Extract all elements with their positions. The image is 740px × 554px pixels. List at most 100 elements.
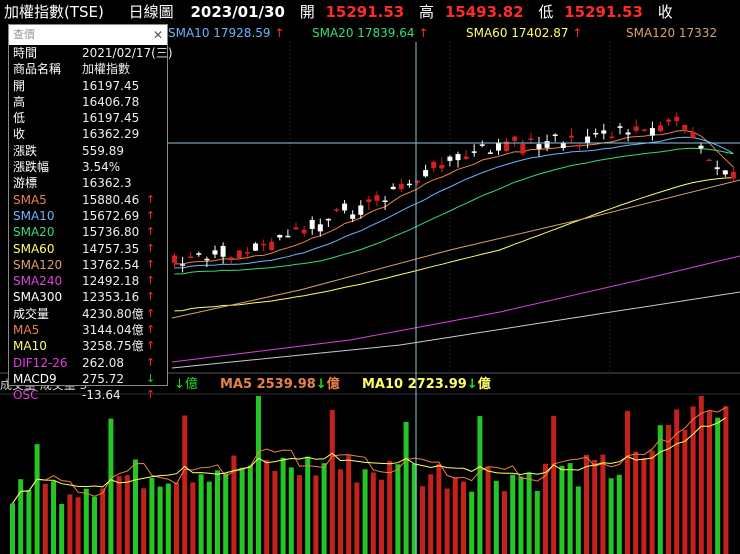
volume-bar — [477, 416, 483, 554]
low-label: 低 — [538, 3, 554, 21]
candle-body — [269, 241, 275, 251]
chart-period[interactable]: 日線圖 — [128, 3, 174, 21]
volume-bars — [10, 396, 729, 554]
close-icon[interactable]: ✕ — [152, 28, 163, 42]
arrow-up-icon: ↑ — [146, 208, 156, 222]
quote-row-label: 成交量 — [13, 306, 50, 321]
candle-body — [504, 141, 510, 152]
arrow-up-icon: ↑ — [146, 225, 156, 239]
volume-bar — [305, 456, 311, 554]
quote-row-value: 14757.35 — [82, 241, 140, 256]
quote-row: 高 16406.78 — [9, 94, 167, 110]
volume-bar — [42, 483, 48, 554]
quote-panel-header[interactable]: 查價 ✕ — [9, 25, 167, 45]
volume-bar — [190, 482, 196, 554]
volume-bar — [297, 475, 302, 554]
volume-bar — [485, 466, 491, 554]
volume-bar — [493, 480, 499, 554]
volume-bar — [502, 491, 507, 554]
candle-body — [536, 144, 542, 149]
volume-bar — [370, 472, 376, 554]
title-bar: 加權指數(TSE) 日線圖 2023/01/30 開 15291.53 高 15… — [0, 0, 740, 24]
quote-row-value: 16197.45 — [82, 111, 140, 126]
sma300-line — [171, 291, 740, 369]
quote-row-label: SMA10 — [13, 208, 55, 223]
volume-bar — [698, 396, 704, 554]
quote-row-value: 加權指數 — [82, 62, 131, 77]
high-value: 15493.82 — [444, 3, 524, 21]
volume-bar — [403, 421, 409, 554]
sma10-line — [174, 136, 734, 269]
quote-row-value: 4230.80億 — [82, 306, 144, 321]
quote-row: SMA10 15672.69 ↑ — [9, 208, 167, 224]
quote-row-label: SMA240 — [13, 274, 63, 289]
crosshair — [168, 42, 740, 554]
volume-bar — [133, 459, 138, 554]
candle-body — [212, 250, 218, 255]
candle-body — [585, 136, 591, 144]
volume-bar — [641, 457, 647, 554]
volume-bar — [280, 457, 286, 554]
volume-bar — [182, 415, 188, 554]
arrow-up-icon: ↑ — [146, 257, 156, 271]
candle-body — [714, 167, 720, 170]
candle-body — [674, 116, 680, 122]
quote-row-label: SMA5 — [13, 192, 47, 207]
volume-bar — [666, 425, 671, 554]
volume-bar — [526, 472, 532, 554]
volume-bar — [707, 410, 712, 554]
sma240-line — [171, 255, 740, 363]
candle-body — [609, 136, 615, 138]
volume-unit: ↓億 — [174, 377, 198, 392]
indicator-sma60: SMA60 17402.87 ↑ — [466, 26, 583, 40]
candle-body — [722, 170, 728, 175]
quote-row-value: 559.89 — [82, 143, 124, 158]
volume-bar — [198, 474, 204, 554]
volume-bar — [625, 410, 630, 554]
volume-bar — [223, 473, 229, 554]
quote-row: 成交量 4230.80億 ↑ — [9, 306, 167, 322]
candle-body — [544, 141, 550, 148]
indicator-sma120: SMA120 17332 — [626, 26, 718, 40]
candle-body — [617, 126, 623, 128]
arrow-up-icon: ↑ — [146, 274, 156, 288]
quote-row: SMA5 15880.46 ↑ — [9, 192, 167, 208]
volume-bar — [18, 479, 24, 554]
candle-body — [293, 227, 299, 230]
candle-body — [196, 253, 202, 255]
volume-bar — [83, 488, 89, 554]
candle-body — [641, 129, 647, 131]
quote-row-label: SMA60 — [13, 241, 55, 256]
volume-bar — [362, 469, 368, 554]
candle-body — [512, 136, 518, 141]
volume-bar — [313, 475, 319, 554]
quote-row-label: MACD9 — [13, 371, 57, 386]
candle-body — [698, 145, 704, 149]
candle-body — [560, 143, 566, 149]
volume-bar — [444, 488, 450, 554]
quote-row-value: 15736.80 — [82, 225, 140, 240]
moving-average-lines — [171, 129, 740, 369]
volume-bar — [592, 459, 598, 554]
quote-row-value: 16197.45 — [82, 78, 140, 93]
indicator-sma20: SMA20 17839.64 ↑ — [312, 26, 429, 40]
volume-bar — [215, 470, 220, 554]
quote-row-label: SMA20 — [13, 225, 55, 240]
quote-row-label: 收 — [13, 127, 26, 142]
candle-body — [188, 256, 194, 259]
candle-body — [577, 145, 582, 147]
volume-bar — [674, 409, 680, 554]
arrow-up-icon: ↑ — [146, 241, 156, 255]
volume-bar — [116, 476, 122, 554]
quote-row: 漲跌幅 3.54% — [9, 159, 167, 175]
volume-bar — [567, 463, 573, 554]
quote-panel[interactable]: 查價 ✕ 時間 2021/02/17(三) 商品名稱 加權指數開 16197.45 高 16… — [8, 24, 173, 402]
volume-bar — [239, 467, 245, 554]
candle-body — [172, 255, 177, 263]
candle-body — [358, 205, 364, 215]
sma20-line — [174, 147, 734, 275]
quote-row: 漲跌 559.89 — [9, 143, 167, 159]
volume-bar — [461, 481, 466, 554]
quote-row-label: MA10 — [13, 339, 47, 354]
